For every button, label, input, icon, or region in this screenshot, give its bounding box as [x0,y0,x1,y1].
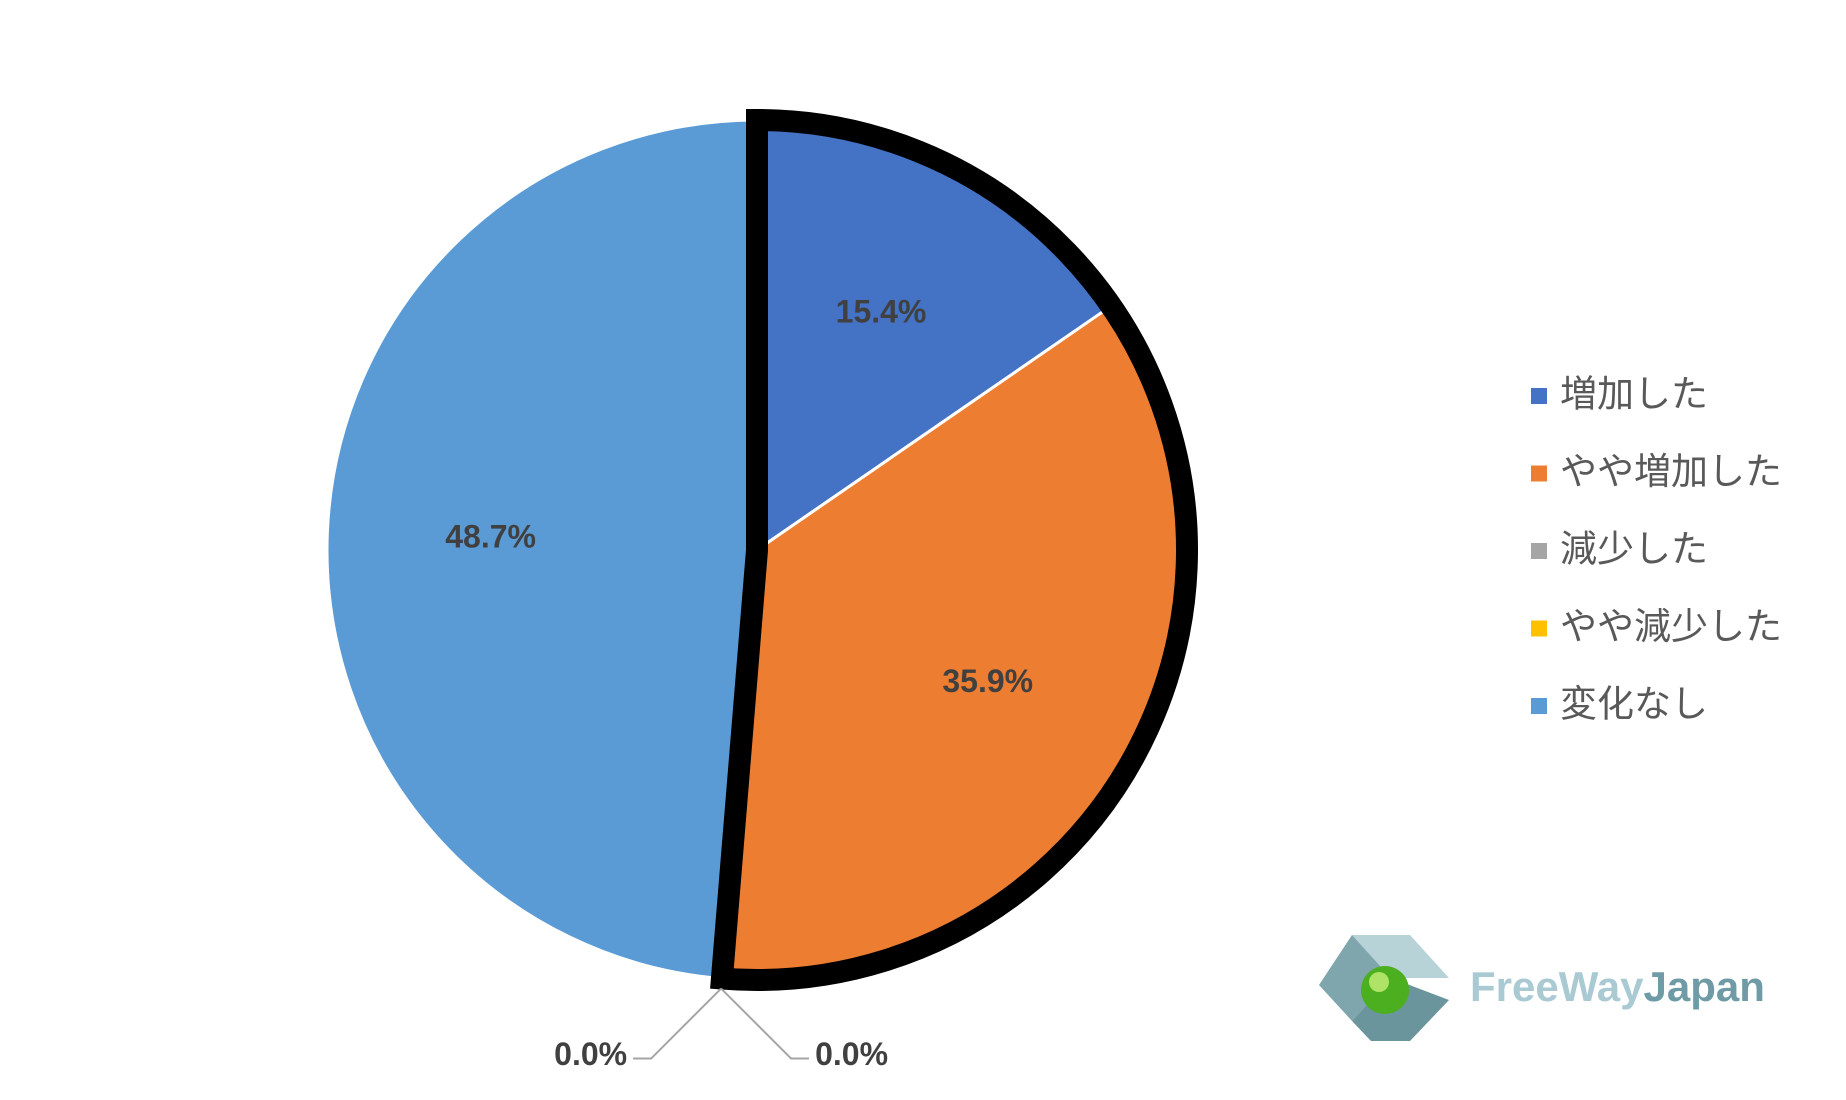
pie-slice [325,118,759,981]
legend-label: やや増加した [1560,450,1782,493]
data-label: 35.9% [942,663,1033,699]
data-label: 15.4% [836,293,927,329]
legend-swatch [1531,388,1547,404]
logo-mark [1319,935,1449,1041]
legend-swatch [1531,543,1547,559]
legend-label: やや減少した [1560,605,1782,648]
leader-line [720,987,810,1060]
legend-swatch [1531,465,1547,482]
leader-line [633,987,722,1060]
data-label: 48.7% [445,519,536,555]
legend-label: 増加した [1560,373,1708,416]
highlight-outline [710,108,1198,991]
legend-swatch [1531,620,1547,637]
legend-label: 変化なし [1560,683,1708,726]
legend-swatch [1531,698,1547,714]
legend-label: 減少した [1560,528,1708,571]
logo-text: FreeWay [1470,963,1644,1010]
logo-text: Japan [1644,963,1765,1010]
data-label: 0.0% [815,1036,888,1072]
data-label: 0.0% [554,1036,627,1072]
